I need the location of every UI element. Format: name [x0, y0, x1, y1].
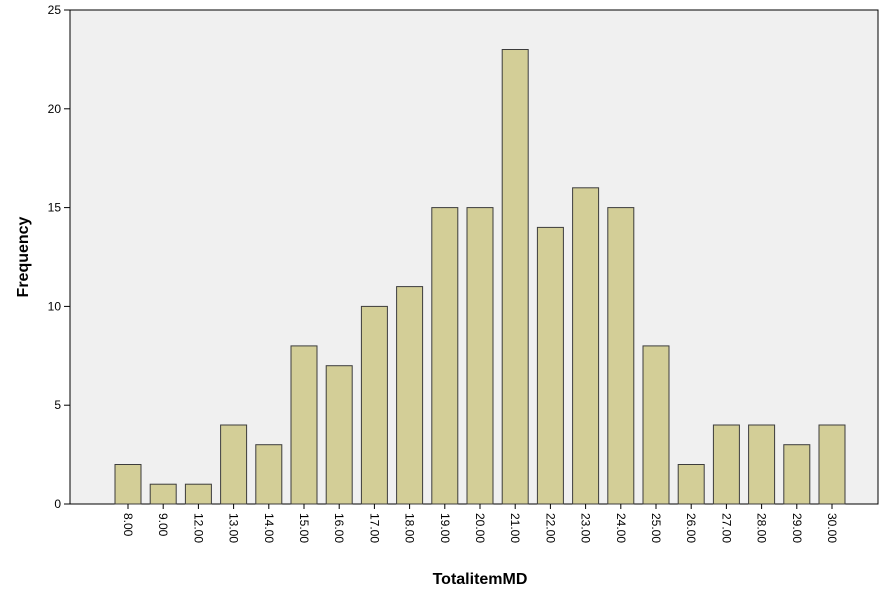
- x-tick-label-29.00: 29.00: [790, 513, 804, 543]
- bar-18.00: [396, 286, 424, 505]
- x-tick-label-30.00: 30.00: [825, 513, 839, 543]
- x-tick-label-23.00: 23.00: [579, 513, 593, 543]
- x-tick-label-18.00: 18.00: [403, 513, 417, 543]
- bar-15.00: [290, 345, 318, 505]
- x-axis-title: TotalitemMD: [433, 571, 528, 588]
- bar-16.00: [325, 365, 353, 505]
- y-tick-label-25: 25: [48, 3, 62, 17]
- x-tick-label-8.00: 8.00: [121, 513, 135, 537]
- bar-28.00: [748, 424, 776, 505]
- bar-12.00: [184, 483, 212, 505]
- x-tick-label-13.00: 13.00: [227, 513, 241, 543]
- bar-17.00: [360, 305, 388, 505]
- y-axis-title: Frequency: [15, 216, 32, 297]
- x-tick-label-27.00: 27.00: [719, 513, 733, 543]
- x-tick-label-26.00: 26.00: [684, 513, 698, 543]
- x-tick-label-19.00: 19.00: [438, 513, 452, 543]
- bar-14.00: [255, 444, 283, 505]
- x-tick-label-21.00: 21.00: [508, 513, 522, 543]
- x-tick-label-14.00: 14.00: [262, 513, 276, 543]
- y-tick-label-15: 15: [48, 201, 62, 215]
- x-tick-label-28.00: 28.00: [755, 513, 769, 543]
- x-tick-label-17.00: 17.00: [367, 513, 381, 543]
- y-tick-label-10: 10: [48, 299, 62, 313]
- bar-13.00: [220, 424, 248, 505]
- bar-29.00: [783, 444, 811, 505]
- bar-23.00: [572, 187, 600, 505]
- x-tick-label-24.00: 24.00: [614, 513, 628, 543]
- x-tick-label-20.00: 20.00: [473, 513, 487, 543]
- x-tick-label-15.00: 15.00: [297, 513, 311, 543]
- bar-25.00: [642, 345, 670, 505]
- bar-27.00: [712, 424, 740, 505]
- y-tick-label-5: 5: [54, 398, 61, 412]
- bar-24.00: [607, 207, 635, 505]
- x-tick-label-25.00: 25.00: [649, 513, 663, 543]
- y-tick-label-20: 20: [48, 102, 62, 116]
- y-axis: 0 5 10 15 20 25: [48, 3, 70, 511]
- bars-layer: [114, 49, 846, 505]
- x-tick-label-16.00: 16.00: [332, 513, 346, 543]
- x-tick-label-12.00: 12.00: [191, 513, 205, 543]
- bar-9.00: [149, 483, 177, 505]
- x-tick-label-22.00: 22.00: [543, 513, 557, 543]
- x-tick-label-9.00: 9.00: [156, 513, 170, 537]
- bar-8.00: [114, 464, 142, 505]
- x-axis: 8.00 9.00 12.00 13.00 14.00 15.00 16.00 17.00 18…: [121, 504, 839, 543]
- bar-19.00: [431, 207, 459, 505]
- y-tick-label-0: 0: [54, 497, 61, 511]
- bar-20.00: [466, 207, 494, 505]
- bar-26.00: [677, 464, 705, 505]
- bar-22.00: [536, 226, 564, 505]
- bar-21.00: [501, 49, 529, 505]
- bar-30.00: [818, 424, 846, 505]
